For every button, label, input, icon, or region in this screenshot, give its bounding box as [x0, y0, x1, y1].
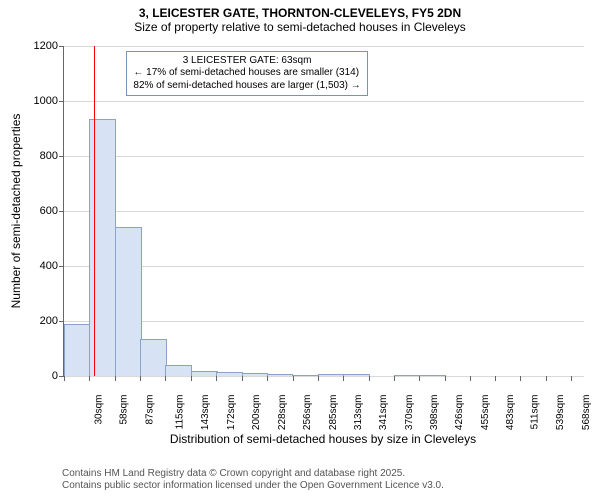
xtick-label: 370sqm — [402, 395, 415, 431]
xtick-mark — [369, 376, 370, 381]
ytick-label: 1000 — [34, 95, 64, 107]
annotation-line-2: ← 17% of semi-detached houses are smalle… — [133, 67, 360, 80]
marker-line — [94, 46, 95, 376]
xtick-mark — [445, 376, 446, 381]
xtick-label: 398sqm — [427, 395, 440, 431]
ytick-label: 0 — [52, 370, 64, 382]
xtick-mark — [64, 376, 65, 381]
xtick-mark — [165, 376, 166, 381]
histogram-bar — [267, 374, 294, 376]
xtick-label: 30sqm — [92, 395, 105, 425]
histogram-bar — [140, 339, 167, 376]
plot-area: 02004006008001000120030sqm58sqm87sqm115s… — [63, 46, 584, 377]
xtick-label: 568sqm — [579, 395, 592, 431]
xtick-mark — [394, 376, 395, 381]
xtick-label: 58sqm — [117, 395, 130, 425]
xtick-label: 511sqm — [528, 395, 541, 430]
gridline — [64, 101, 584, 102]
gridline — [64, 46, 584, 47]
xtick-mark — [343, 376, 344, 381]
x-axis-label: Distribution of semi-detached houses by … — [63, 432, 583, 446]
gridline — [64, 266, 584, 267]
histogram-bar — [64, 324, 91, 376]
xtick-mark — [115, 376, 116, 381]
histogram-bar — [242, 373, 269, 376]
xtick-label: 172sqm — [224, 395, 237, 431]
xtick-label: 87sqm — [143, 395, 156, 425]
annotation-line-3: 82% of semi-detached houses are larger (… — [133, 80, 360, 93]
xtick-mark — [546, 376, 547, 381]
annotation-line-1: 3 LEICESTER GATE: 63sqm — [133, 55, 360, 68]
xtick-label: 228sqm — [275, 395, 288, 431]
histogram-bar — [191, 371, 218, 376]
xtick-mark — [470, 376, 471, 381]
xtick-label: 455sqm — [478, 395, 491, 431]
gridline — [64, 211, 584, 212]
attribution-line-1: Contains HM Land Registry data © Crown c… — [62, 468, 444, 480]
xtick-label: 483sqm — [503, 395, 516, 431]
histogram-bar — [165, 365, 192, 376]
ytick-label: 200 — [40, 315, 64, 327]
y-axis-label: Number of semi-detached properties — [9, 114, 23, 309]
xtick-label: 313sqm — [351, 395, 364, 431]
gridline — [64, 156, 584, 157]
xtick-mark — [571, 376, 572, 381]
gridline — [64, 376, 584, 377]
xtick-mark — [419, 376, 420, 381]
xtick-label: 143sqm — [198, 395, 211, 431]
xtick-mark — [520, 376, 521, 381]
attribution-line-2: Contains public sector information licen… — [62, 480, 444, 492]
xtick-mark — [318, 376, 319, 381]
xtick-label: 256sqm — [300, 395, 313, 431]
histogram-bar — [394, 375, 421, 376]
histogram-bar — [419, 375, 446, 376]
ytick-label: 1200 — [34, 40, 64, 52]
title-main: 3, LEICESTER GATE, THORNTON-CLEVELEYS, F… — [0, 0, 600, 20]
ytick-label: 800 — [40, 150, 64, 162]
title-sub: Size of property relative to semi-detach… — [0, 20, 600, 38]
xtick-mark — [495, 376, 496, 381]
attribution-text: Contains HM Land Registry data © Crown c… — [62, 468, 444, 492]
chart-container: 3, LEICESTER GATE, THORNTON-CLEVELEYS, F… — [0, 0, 600, 500]
xtick-mark — [216, 376, 217, 381]
histogram-bar — [216, 372, 243, 376]
histogram-bar — [318, 374, 345, 376]
xtick-label: 539sqm — [553, 395, 566, 431]
xtick-mark — [242, 376, 243, 381]
gridline — [64, 321, 584, 322]
xtick-label: 285sqm — [326, 395, 339, 431]
ytick-label: 400 — [40, 260, 64, 272]
annotation-box: 3 LEICESTER GATE: 63sqm← 17% of semi-det… — [126, 51, 367, 97]
xtick-mark — [267, 376, 268, 381]
ytick-label: 600 — [40, 205, 64, 217]
xtick-mark — [293, 376, 294, 381]
xtick-label: 341sqm — [376, 395, 389, 431]
xtick-mark — [89, 376, 90, 381]
xtick-label: 200sqm — [249, 395, 262, 431]
histogram-bar — [343, 374, 370, 376]
xtick-label: 115sqm — [173, 395, 186, 430]
xtick-mark — [140, 376, 141, 381]
xtick-mark — [191, 376, 192, 381]
histogram-bar — [115, 227, 142, 377]
histogram-bar — [293, 375, 320, 376]
xtick-label: 426sqm — [452, 395, 465, 431]
